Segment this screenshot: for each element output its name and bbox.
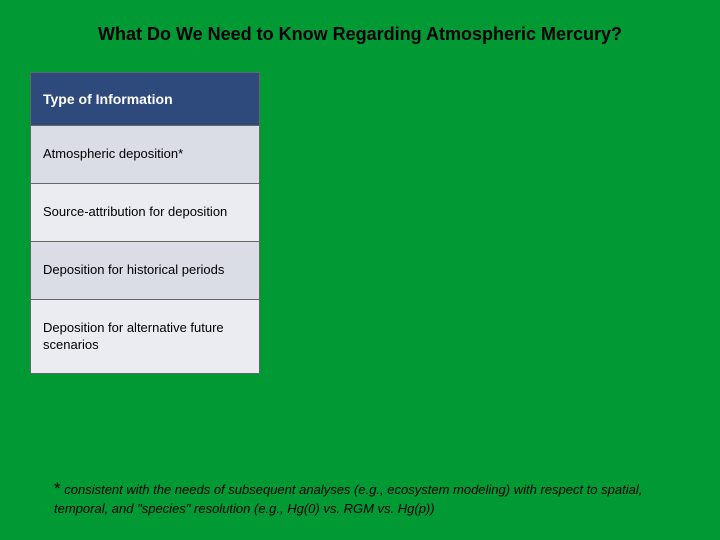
slide-title: What Do We Need to Know Regarding Atmosp… <box>0 24 720 45</box>
table-cell: Deposition for alternative future scenar… <box>31 299 260 374</box>
table-row: Deposition for alternative future scenar… <box>31 299 260 374</box>
table-row: Source-attribution for deposition <box>31 183 260 241</box>
info-table: Type of Information Atmospheric depositi… <box>30 72 260 374</box>
table-row: Atmospheric deposition* <box>31 126 260 184</box>
table-cell: Atmospheric deposition* <box>31 126 260 184</box>
table-header: Type of Information <box>31 73 260 126</box>
footnote: * consistent with the needs of subsequen… <box>54 478 690 518</box>
table-cell: Deposition for historical periods <box>31 241 260 299</box>
footnote-marker: * <box>54 479 61 498</box>
table-cell: Source-attribution for deposition <box>31 183 260 241</box>
table-row: Deposition for historical periods <box>31 241 260 299</box>
footnote-text: consistent with the needs of subsequent … <box>54 482 642 517</box>
